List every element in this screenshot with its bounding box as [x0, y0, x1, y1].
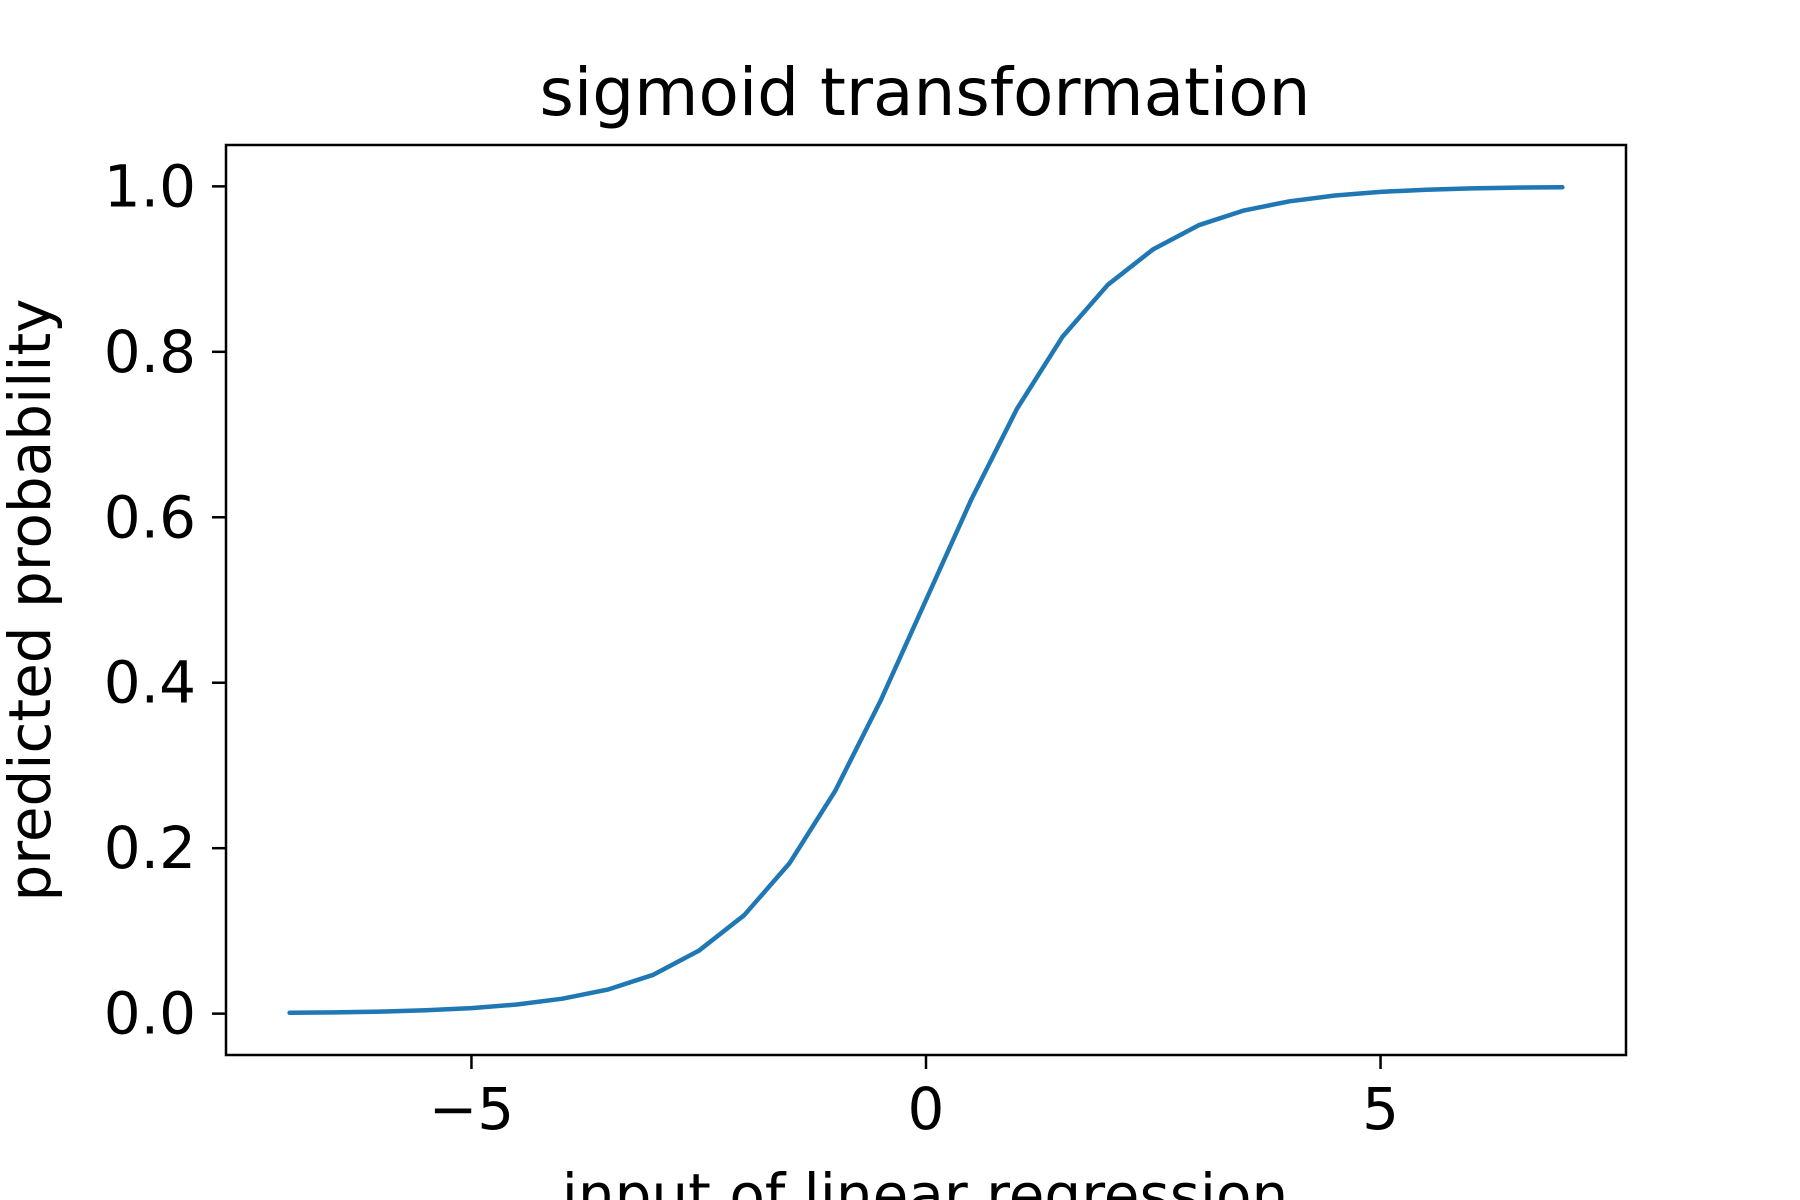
x-tick-label: −5: [429, 1075, 515, 1143]
y-tick-label: 0.0: [104, 980, 196, 1048]
y-tick-label: 0.8: [104, 318, 196, 386]
y-axis-label: predicted probability: [0, 298, 64, 901]
y-tick-label: 0.2: [104, 814, 196, 882]
axis-ticks: −5 0 5 0.0 0.2 0.4 0.6 0.8 1.0: [104, 152, 1399, 1143]
y-tick-label: 0.6: [104, 483, 196, 551]
x-axis-label: input of linear regression: [562, 1161, 1289, 1200]
x-tick-label: 0: [908, 1075, 945, 1143]
sigmoid-series-line: [287, 184, 1565, 1016]
x-tick-label: 5: [1362, 1075, 1399, 1143]
y-tick-label: 1.0: [104, 152, 196, 220]
plot-area-frame: [224, 143, 1628, 1057]
chart-title: sigmoid transformation: [540, 54, 1311, 131]
y-tick-label: 0.4: [104, 649, 196, 717]
